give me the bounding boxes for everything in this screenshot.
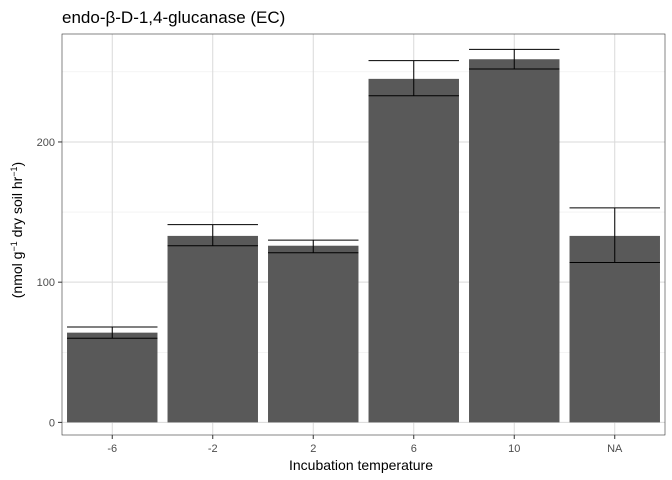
y-axis-title: (nmol g−1 dry soil hr−1) (9, 162, 25, 298)
x-axis-title: Incubation temperature (289, 457, 433, 473)
bar (67, 332, 158, 423)
bar (569, 235, 660, 423)
y-axis-title-sup1: −1 (9, 241, 19, 251)
bar (368, 78, 459, 423)
error-bar (368, 60, 459, 97)
y-axis-title-mid: dry soil hr (9, 176, 25, 241)
y-axis-title-post: ) (9, 162, 25, 167)
bar (469, 59, 560, 423)
y-axis-title-pre: (nmol g (9, 252, 25, 299)
y-axis-title-sup2: −1 (9, 166, 19, 176)
bar (268, 245, 359, 423)
x-tick-label: NA (607, 443, 623, 455)
error-bar (67, 326, 158, 339)
bar (167, 235, 258, 423)
x-tick-label: -2 (208, 443, 218, 455)
y-tick-label: 200 (37, 137, 55, 149)
panel-border (61, 33, 666, 436)
x-tick-label: 2 (310, 443, 316, 455)
x-tick-label: -6 (107, 443, 117, 455)
plot-panel: 0 100 200 -6 -2 2 6 10 NA (37, 33, 666, 455)
y-tick-label: 0 (49, 417, 55, 429)
x-tick-label: 6 (411, 443, 417, 455)
x-tick-label: 10 (508, 443, 520, 455)
error-bar (569, 207, 660, 264)
chart-title: endo-β-D-1,4-glucanase (EC) (62, 8, 285, 27)
y-tick-label: 100 (37, 277, 55, 289)
error-bar (268, 239, 359, 254)
error-bar (167, 224, 258, 247)
error-bar (469, 48, 560, 70)
